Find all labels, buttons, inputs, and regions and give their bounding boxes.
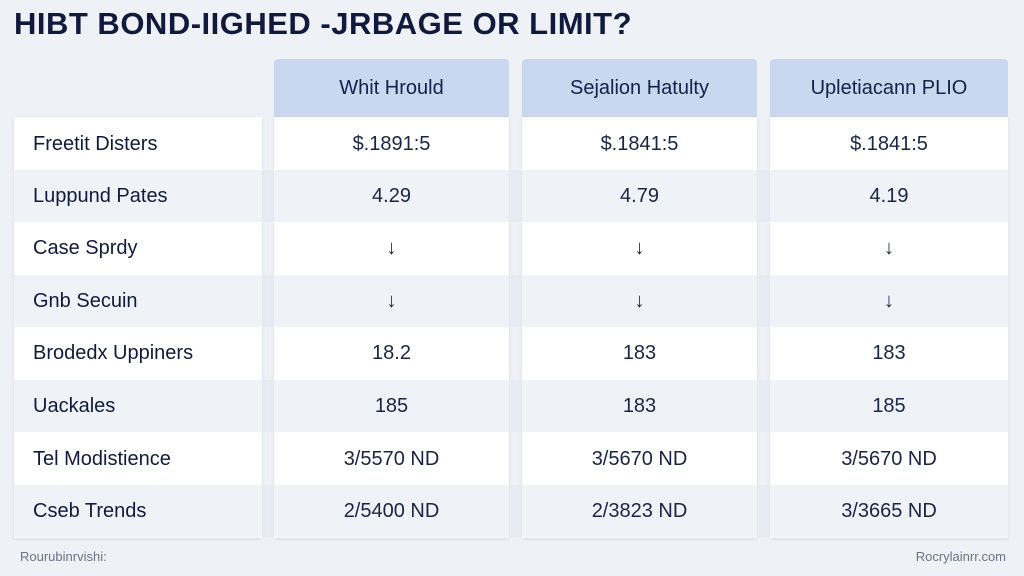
footer-left-text: Rourubinrvishi: [20,549,107,564]
column-header-1: Whit Hrould [274,59,509,117]
cell-r6-c1: 185 [374,394,409,417]
cell-r1-c1: $.1891:5 [352,132,431,155]
cell-r5-c2: 183 [622,341,657,364]
cell-r3-c1: ↓ [386,236,397,259]
row-band [14,170,1008,222]
cell-r7-c3: 3/5670 ND [841,447,937,470]
cell-r7-c1: 3/5570 ND [343,447,440,470]
cell-r4-c1: ↓ [386,289,397,312]
cell-r5-c3: 183 [872,341,906,364]
row-label-6: Uackales [33,394,116,417]
column-header-2: Sejalion Hatulty [522,59,757,117]
row-label-8: Cseb Trends [33,499,147,522]
cell-r5-c1: 18.2 [372,341,411,364]
row-label-5: Brodedx Uppiners [33,341,194,364]
footer-right-text: Rocrylainrr.com [915,549,1006,564]
row-band [14,380,1008,432]
cell-r3-c3: ↓ [884,236,894,259]
cell-r6-c2: 183 [622,394,657,417]
cell-r6-c3: 185 [872,394,906,417]
cell-r1-c2: $.1841:5 [600,132,679,155]
row-label-3: Case Sprdy [33,236,138,259]
column-header-3: Upletiacann PLIO [770,59,1008,117]
cell-r8-c3: 3/3665 ND [841,499,937,522]
row-band [14,485,1008,537]
row-label-2: Luppund Pates [33,184,168,207]
row-label-4: Gnb Secuin [33,289,138,312]
cell-r2-c3: 4.19 [869,184,909,207]
cell-r1-c3: $.1841:5 [850,132,928,155]
cell-r2-c2: 4.79 [620,184,659,207]
cell-r3-c2: ↓ [634,236,645,259]
cell-r8-c1: 2/5400 ND [343,499,440,522]
cell-r4-c2: ↓ [634,289,645,312]
cell-r7-c2: 3/5670 ND [591,447,688,470]
cell-r2-c1: 4.29 [372,184,411,207]
page-title: HIBT BOND-IIGHED -JRBAGE OR LIMIT? [14,6,633,41]
cell-r8-c2: 2/3823 ND [591,499,688,522]
row-label-1: Freetit Disters [33,132,158,155]
row-label-7: Tel Modistience [33,447,171,470]
cell-r4-c3: ↓ [884,289,894,312]
row-band [14,275,1008,327]
